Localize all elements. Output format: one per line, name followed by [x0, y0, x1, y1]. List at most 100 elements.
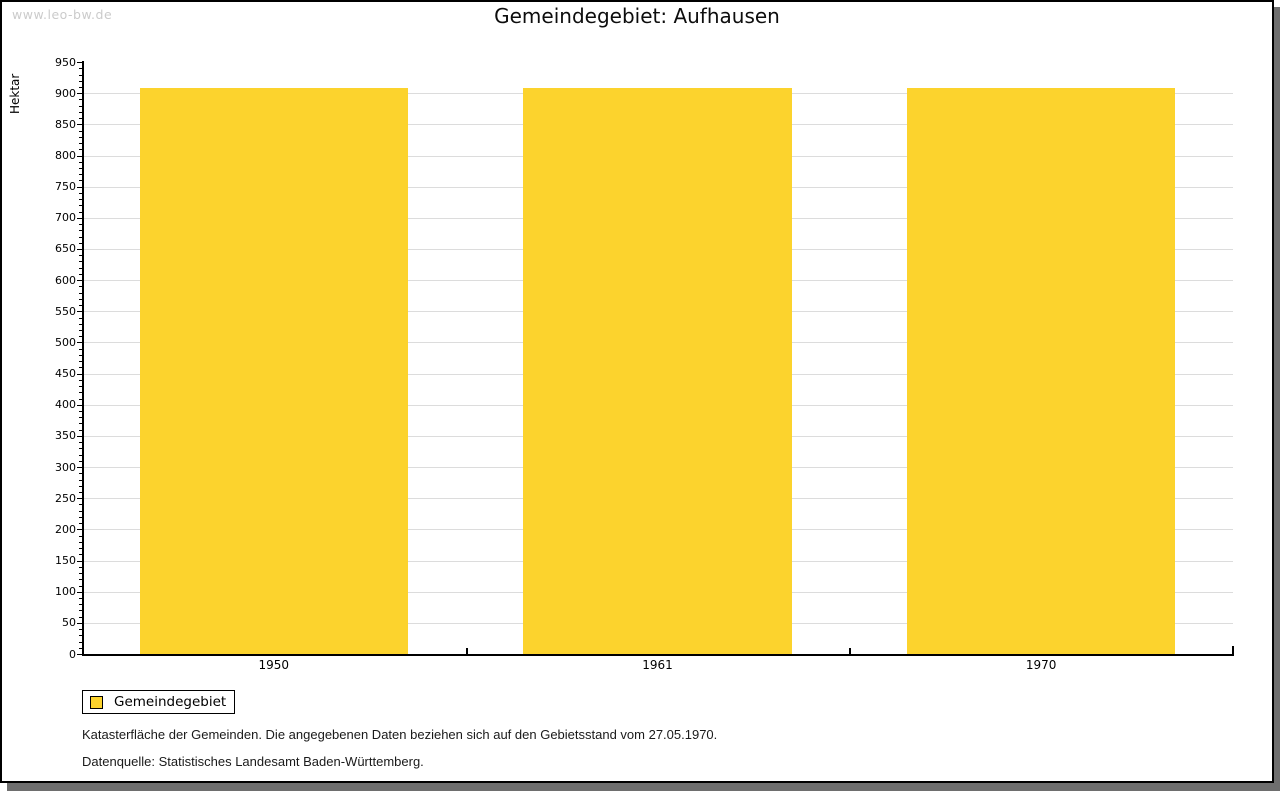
y-tick-minor [79, 516, 82, 518]
y-tick-label: 550 [55, 304, 76, 318]
y-tick-minor [79, 504, 82, 506]
y-tick-minor [79, 460, 82, 462]
y-tick-minor [79, 286, 82, 288]
y-tick-major [77, 404, 82, 406]
y-tick-minor [79, 230, 82, 232]
y-tick-label: 100 [55, 585, 76, 599]
y-tick-minor [79, 448, 82, 450]
y-tick-major [77, 498, 82, 500]
bar [139, 88, 409, 654]
bar [523, 88, 792, 654]
y-tick-minor [79, 479, 82, 481]
y-tick-minor [79, 224, 82, 225]
y-tick-label: 850 [55, 117, 76, 131]
y-tick-label: 450 [55, 367, 76, 381]
x-tick-label: 1961 [642, 658, 673, 672]
y-tick-major [77, 311, 82, 313]
y-tick-minor [79, 236, 82, 238]
x-tick-label: 1970 [1025, 658, 1057, 672]
x-boundary-tick [465, 648, 468, 654]
y-tick-minor [79, 616, 82, 618]
y-tick-minor [79, 99, 82, 101]
y-tick-minor [79, 136, 82, 138]
y-tick-minor [79, 118, 82, 120]
y-tick-minor [79, 585, 82, 587]
y-tick-minor [79, 442, 82, 444]
y-tick-minor [79, 354, 82, 356]
y-tick-minor [79, 379, 82, 381]
y-tick-minor [79, 161, 82, 163]
bar [906, 88, 1176, 654]
y-tick-minor [79, 317, 82, 319]
y-tick-minor [79, 647, 82, 649]
y-tick-minor [79, 143, 82, 144]
y-tick-major [77, 93, 82, 95]
y-tick-label: 900 [55, 86, 76, 100]
x-tick-label: 1950 [258, 658, 290, 672]
y-tick-minor [79, 336, 82, 338]
y-tick-minor [79, 535, 82, 537]
y-tick-major [77, 467, 82, 469]
chart-title: Gemeindegebiet: Aufhausen [494, 4, 780, 28]
watermark: www.leo-bw.de [12, 7, 113, 22]
y-tick-label: 350 [55, 429, 76, 443]
y-tick-label: 400 [55, 398, 76, 412]
y-tick-minor [79, 411, 82, 412]
y-tick-minor [79, 199, 82, 201]
y-tick-minor [79, 429, 82, 431]
x-axis-line [82, 654, 1234, 656]
y-tick-major [77, 155, 82, 157]
frame-shadow-right [1274, 7, 1280, 791]
y-tick-major [77, 280, 82, 282]
y-tick-label: 650 [55, 242, 76, 256]
y-tick-major [77, 529, 82, 531]
y-axis-title: Hektar [8, 73, 22, 114]
y-tick-label: 300 [55, 460, 76, 474]
legend-label: Gemeindegebiet [114, 694, 227, 710]
y-tick-minor [79, 629, 82, 631]
y-tick-minor [79, 292, 82, 294]
y-tick-label: 250 [55, 491, 76, 505]
y-tick-minor [79, 604, 82, 606]
y-tick-minor [79, 105, 82, 107]
y-tick-major [77, 62, 82, 63]
y-tick-minor [79, 323, 82, 325]
y-tick-label: 950 [55, 55, 76, 69]
footnote-2: Datenquelle: Statistisches Landesamt Bad… [82, 754, 424, 769]
y-tick-label: 700 [55, 211, 76, 225]
y-tick-minor [79, 510, 82, 512]
y-tick-minor [79, 211, 82, 213]
x-end-tick [1232, 646, 1234, 654]
y-tick-minor [79, 130, 82, 132]
footnote-1: Katasterfläche der Gemeinden. Die angege… [82, 727, 718, 742]
y-tick-label: 600 [55, 273, 76, 287]
y-tick-major [77, 124, 82, 126]
y-tick-minor [79, 174, 82, 176]
y-tick-minor [79, 597, 82, 599]
y-tick-label: 150 [55, 554, 76, 567]
y-tick-minor [79, 454, 82, 456]
y-tick-minor [79, 149, 82, 151]
y-tick-minor [79, 86, 82, 88]
y-tick-minor [79, 267, 82, 269]
y-axis-line [82, 61, 84, 656]
y-tick-minor [79, 74, 82, 76]
y-tick-label: 0 [69, 647, 76, 661]
y-tick-label: 500 [55, 335, 76, 349]
y-tick-minor [79, 273, 82, 275]
y-tick-minor [79, 361, 82, 363]
y-tick-minor [79, 367, 82, 369]
y-tick-major [77, 591, 82, 593]
y-tick-minor [79, 111, 82, 113]
y-tick-minor [79, 180, 82, 182]
y-tick-minor [79, 242, 82, 244]
y-tick-minor [79, 610, 82, 612]
y-tick-minor [79, 167, 82, 169]
y-tick-major [77, 342, 82, 344]
y-tick-major [77, 435, 82, 437]
y-tick-minor [79, 492, 82, 493]
y-tick-minor [79, 348, 82, 350]
y-tick-minor [79, 386, 82, 387]
y-tick-major [77, 217, 82, 219]
